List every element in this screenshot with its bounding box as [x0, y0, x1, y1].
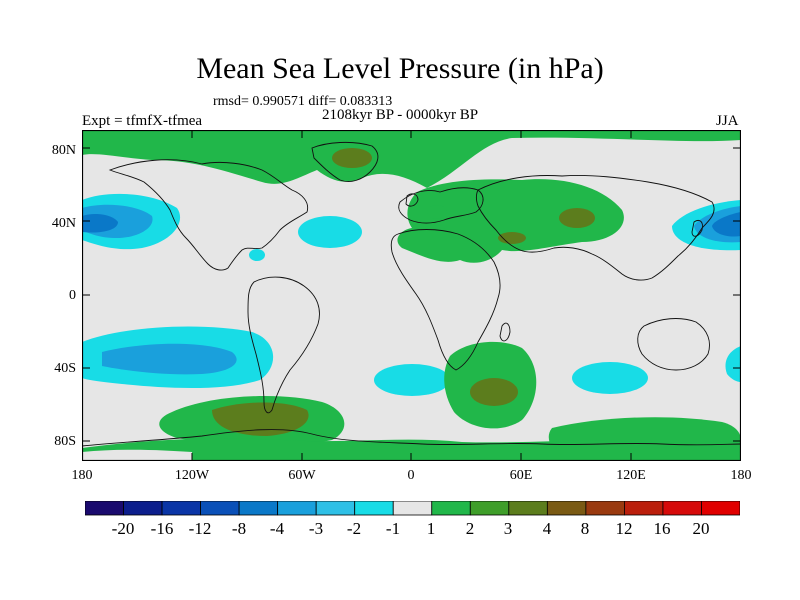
colorbar-label: -4 — [269, 519, 285, 538]
south-pacific-eastern-blue-edge — [725, 346, 741, 382]
colorbar-label: -8 — [231, 519, 247, 538]
lon-label-120w: 120W — [174, 468, 210, 483]
colorbar-cell — [624, 501, 664, 516]
south-atlantic-negative-region — [374, 364, 450, 396]
north-atlantic-negative-region — [298, 216, 362, 248]
pressure-map — [82, 130, 741, 461]
indian-ocean-negative-region — [572, 362, 648, 394]
colorbar-cells — [85, 501, 740, 516]
lat-label-40n: 40N — [51, 216, 76, 231]
lon-label-180e: 180 — [730, 468, 752, 483]
colorbar-cell — [200, 501, 240, 516]
eurasia-positive-region — [397, 179, 624, 263]
lat-label-80s: 80S — [54, 434, 76, 449]
colorbar-cell — [585, 501, 625, 516]
coast-south-america — [247, 276, 320, 414]
colorbar-label: 12 — [615, 519, 633, 538]
colorbar-cell — [315, 501, 356, 516]
lon-label-0: 0 — [407, 468, 415, 483]
colorbar-cell — [277, 501, 317, 516]
central-asia-olive-1 — [559, 208, 595, 228]
colorbar-label: 2 — [465, 519, 475, 538]
colorbar-label: -2 — [346, 519, 362, 538]
colorbar — [85, 501, 740, 516]
colorbar-cell — [354, 501, 394, 516]
colorbar-label: 3 — [503, 519, 513, 538]
central-asia-olive-2 — [498, 232, 526, 244]
colorbar-cell — [662, 501, 702, 516]
arctic-positive-region — [82, 130, 741, 188]
lon-label-120e: 120E — [616, 468, 646, 483]
lat-label-40s: 40S — [54, 361, 76, 376]
colorbar-label: -16 — [150, 519, 174, 538]
colorbar-label: -12 — [188, 519, 212, 538]
coast-antarctica — [82, 429, 741, 447]
north-pacific-east-darkblue — [712, 212, 741, 237]
colorbar-label: 4 — [542, 519, 552, 538]
colorbar-cell — [123, 501, 163, 516]
lon-label-60w: 60W — [288, 468, 316, 483]
south-africa-olive-region — [470, 378, 518, 406]
season-label: JJA — [716, 113, 739, 129]
lon-label-180w: 180 — [71, 468, 93, 483]
coast-japan — [691, 219, 703, 237]
antarctic-neutral-patch — [82, 449, 192, 461]
colorbar-label: 16 — [653, 519, 671, 538]
experiment-label: Expt = tfmfX-tfmea — [82, 113, 203, 129]
south-pacific-blue-region — [102, 343, 237, 375]
north-pacific-west-darkblue — [82, 214, 118, 233]
west-europe-positive-1 — [427, 205, 447, 219]
colorbar-cell — [392, 501, 433, 516]
colorbar-cell — [238, 501, 279, 516]
south-america-antarctic-olive — [212, 402, 309, 436]
caribbean-negative-region — [249, 249, 265, 261]
greenland-olive-region — [332, 148, 372, 168]
colorbar-label: -3 — [308, 519, 324, 538]
coast-australia — [637, 318, 710, 371]
axis-ticks — [82, 130, 741, 461]
coast-africa — [390, 229, 501, 371]
lat-label-80n: 80N — [51, 143, 76, 158]
colorbar-cell — [508, 501, 548, 516]
coast-asia — [476, 175, 715, 281]
coast-greenland — [311, 141, 379, 183]
colorbar-cell — [161, 501, 201, 516]
colorbar-cell — [469, 501, 510, 516]
colorbar-label: 20 — [692, 519, 710, 538]
colorbar-label: -20 — [111, 519, 135, 538]
coast-madagascar — [499, 322, 511, 342]
colorbar-cell — [701, 501, 740, 516]
stats-line: rmsd= 0.990571 diff= 0.083313 — [213, 94, 393, 109]
colorbar-cell — [85, 501, 124, 516]
colorbar-cell — [431, 501, 471, 516]
map-title: Mean Sea Level Pressure (in hPa) — [196, 52, 604, 85]
coast-uk — [405, 193, 419, 207]
colorbar-label: 8 — [580, 519, 590, 538]
period-label: 2108kyr BP - 0000kyr BP — [322, 107, 479, 123]
colorbar-label: -1 — [385, 519, 401, 538]
colorbar-label: 1 — [426, 519, 436, 538]
lat-label-0: 0 — [69, 288, 76, 303]
coast-north-america — [108, 159, 309, 271]
colorbar-cell — [546, 501, 587, 516]
coastlines — [82, 141, 741, 447]
lon-label-60e: 60E — [509, 468, 533, 483]
coast-europe — [398, 187, 484, 224]
